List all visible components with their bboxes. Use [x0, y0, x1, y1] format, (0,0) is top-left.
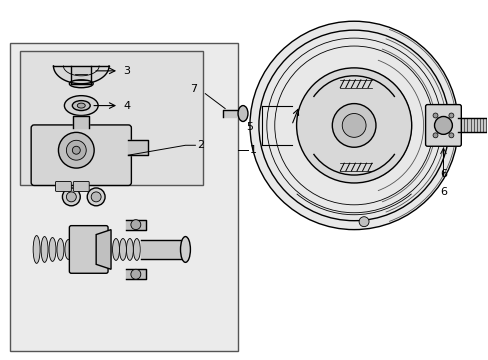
- FancyBboxPatch shape: [31, 125, 131, 185]
- Polygon shape: [457, 118, 488, 132]
- Polygon shape: [223, 109, 244, 117]
- Circle shape: [131, 269, 141, 279]
- Ellipse shape: [33, 235, 40, 264]
- Circle shape: [91, 192, 101, 202]
- Circle shape: [432, 133, 437, 138]
- Text: 2: 2: [197, 140, 204, 150]
- FancyBboxPatch shape: [425, 105, 460, 146]
- Circle shape: [434, 117, 451, 134]
- Circle shape: [332, 104, 375, 147]
- Text: 6: 6: [439, 187, 446, 197]
- Text: 3: 3: [122, 66, 130, 76]
- Polygon shape: [128, 140, 148, 155]
- Circle shape: [432, 113, 437, 118]
- Text: 1: 1: [249, 145, 256, 155]
- Circle shape: [66, 192, 76, 202]
- Circle shape: [358, 217, 368, 227]
- Ellipse shape: [133, 239, 140, 260]
- Ellipse shape: [238, 105, 247, 121]
- Circle shape: [59, 132, 94, 168]
- FancyBboxPatch shape: [69, 226, 108, 273]
- Circle shape: [66, 140, 86, 160]
- Ellipse shape: [57, 239, 64, 260]
- Polygon shape: [126, 269, 145, 279]
- Text: 5: 5: [246, 122, 253, 132]
- Polygon shape: [96, 230, 111, 269]
- Ellipse shape: [72, 100, 90, 111]
- Ellipse shape: [73, 240, 80, 258]
- Polygon shape: [126, 220, 145, 230]
- Polygon shape: [53, 66, 109, 84]
- FancyBboxPatch shape: [55, 181, 71, 192]
- Circle shape: [296, 68, 411, 183]
- Circle shape: [448, 133, 453, 138]
- Circle shape: [72, 146, 80, 154]
- Ellipse shape: [119, 239, 126, 260]
- Ellipse shape: [126, 239, 133, 260]
- Ellipse shape: [65, 239, 72, 260]
- Circle shape: [342, 113, 366, 137]
- Ellipse shape: [64, 96, 98, 116]
- Ellipse shape: [180, 237, 190, 262]
- Ellipse shape: [49, 238, 56, 261]
- Polygon shape: [141, 239, 185, 260]
- Ellipse shape: [69, 80, 93, 88]
- Ellipse shape: [112, 239, 119, 260]
- Ellipse shape: [41, 237, 48, 262]
- Circle shape: [131, 220, 141, 230]
- FancyBboxPatch shape: [73, 181, 89, 192]
- Ellipse shape: [77, 103, 85, 108]
- Polygon shape: [73, 116, 89, 128]
- Circle shape: [87, 188, 105, 206]
- Text: 6: 6: [439, 169, 446, 179]
- Text: 7: 7: [189, 84, 197, 94]
- Bar: [10, 43, 238, 351]
- Circle shape: [448, 113, 453, 118]
- Polygon shape: [71, 66, 91, 84]
- Circle shape: [249, 21, 457, 230]
- Text: 4: 4: [122, 100, 130, 111]
- Bar: [20, 51, 203, 185]
- Circle shape: [62, 188, 80, 206]
